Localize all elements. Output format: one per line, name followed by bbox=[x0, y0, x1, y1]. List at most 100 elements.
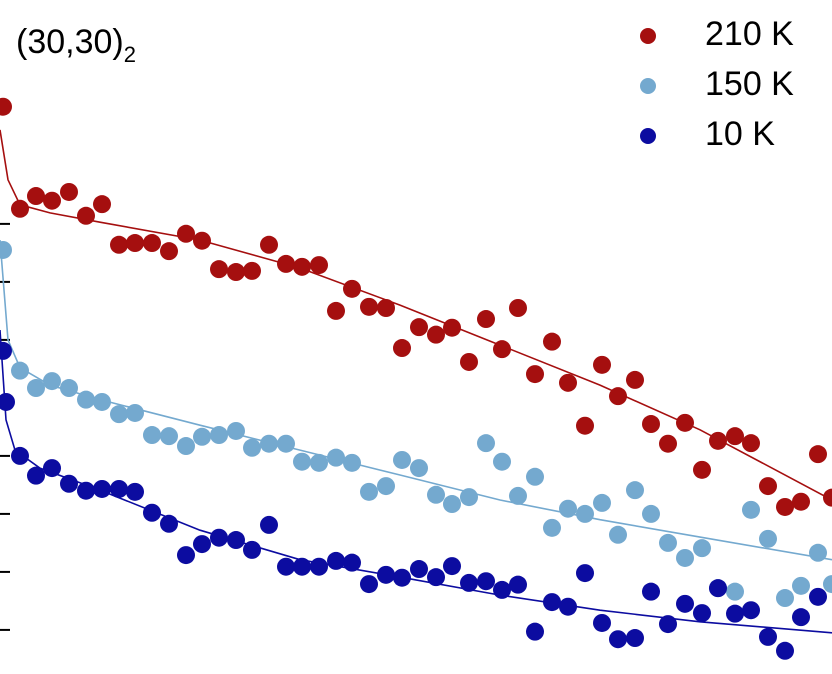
legend-label: 150 K bbox=[705, 65, 794, 103]
legend-marker bbox=[640, 28, 656, 44]
data-point bbox=[143, 426, 161, 445]
data-point bbox=[27, 379, 45, 398]
data-point bbox=[110, 235, 128, 254]
data-point bbox=[77, 206, 95, 225]
data-point bbox=[93, 479, 111, 498]
data-point bbox=[823, 575, 832, 594]
data-point bbox=[509, 575, 527, 594]
data-point bbox=[443, 318, 461, 337]
data-point bbox=[410, 560, 428, 579]
data-point bbox=[360, 482, 378, 501]
legend: 210 K 150 K 10 K bbox=[640, 15, 794, 153]
data-point bbox=[193, 427, 211, 446]
data-point bbox=[460, 352, 478, 371]
data-point bbox=[693, 539, 711, 558]
data-point bbox=[193, 535, 211, 554]
fit-line bbox=[0, 129, 832, 501]
data-point bbox=[609, 525, 627, 544]
data-point bbox=[759, 477, 777, 496]
data-point bbox=[477, 572, 495, 591]
data-point bbox=[343, 453, 361, 472]
data-point bbox=[243, 540, 261, 559]
data-point bbox=[310, 453, 328, 472]
data-point bbox=[609, 630, 627, 649]
data-point bbox=[759, 627, 777, 646]
data-point bbox=[260, 235, 278, 254]
data-point bbox=[27, 466, 45, 485]
data-point bbox=[126, 482, 144, 501]
data-point bbox=[709, 431, 727, 450]
data-point bbox=[393, 450, 411, 469]
data-point bbox=[210, 260, 228, 279]
data-point bbox=[43, 459, 61, 478]
data-point bbox=[343, 279, 361, 298]
title-main: (30,30) bbox=[16, 23, 124, 61]
data-point bbox=[559, 373, 577, 392]
data-point bbox=[377, 565, 395, 584]
data-point bbox=[310, 557, 328, 576]
legend-marker bbox=[640, 128, 656, 144]
data-point bbox=[792, 608, 810, 627]
data-point bbox=[742, 500, 760, 519]
data-point bbox=[11, 361, 29, 380]
data-point bbox=[43, 372, 61, 391]
data-point bbox=[177, 437, 195, 456]
data-point bbox=[243, 261, 261, 280]
data-point bbox=[227, 263, 245, 282]
data-point bbox=[742, 601, 760, 620]
data-point bbox=[742, 434, 760, 453]
data-point bbox=[427, 485, 445, 504]
data-point bbox=[360, 575, 378, 594]
legend-label: 210 K bbox=[705, 15, 794, 53]
data-point bbox=[776, 497, 794, 516]
data-point bbox=[60, 182, 78, 201]
data-point bbox=[110, 479, 128, 498]
data-point bbox=[0, 97, 12, 116]
data-point bbox=[576, 504, 594, 523]
data-point bbox=[60, 474, 78, 493]
plot-area bbox=[0, 97, 832, 660]
data-point bbox=[410, 318, 428, 337]
data-point bbox=[143, 503, 161, 522]
data-point bbox=[210, 426, 228, 445]
data-point bbox=[477, 310, 495, 329]
data-point bbox=[126, 403, 144, 422]
data-point bbox=[759, 529, 777, 548]
data-point bbox=[809, 587, 827, 606]
data-point bbox=[659, 615, 677, 634]
data-point bbox=[410, 459, 428, 478]
data-point bbox=[543, 332, 561, 351]
data-point bbox=[559, 499, 577, 518]
legend-label: 10 K bbox=[705, 115, 775, 153]
title-subscript: 2 bbox=[124, 42, 136, 67]
data-point bbox=[676, 413, 694, 432]
data-point bbox=[343, 553, 361, 572]
fit-line bbox=[0, 240, 832, 561]
data-point bbox=[626, 629, 644, 648]
data-point bbox=[543, 518, 561, 537]
data-point bbox=[576, 416, 594, 435]
data-point bbox=[193, 231, 211, 250]
data-point bbox=[792, 492, 810, 511]
data-point bbox=[642, 415, 660, 434]
data-point bbox=[377, 298, 395, 317]
data-point bbox=[526, 622, 544, 641]
data-point bbox=[11, 446, 29, 465]
data-point bbox=[593, 493, 611, 512]
data-point bbox=[327, 301, 345, 320]
data-point bbox=[593, 355, 611, 374]
data-point bbox=[509, 486, 527, 505]
data-point bbox=[177, 546, 195, 565]
data-point bbox=[809, 445, 827, 464]
data-point bbox=[43, 191, 61, 210]
data-point bbox=[427, 568, 445, 587]
data-point bbox=[160, 514, 178, 533]
data-point bbox=[509, 298, 527, 317]
data-point bbox=[160, 242, 178, 261]
data-point bbox=[11, 199, 29, 218]
data-point bbox=[493, 452, 511, 471]
data-point bbox=[110, 405, 128, 424]
data-point bbox=[726, 604, 744, 623]
data-point bbox=[693, 460, 711, 479]
data-point bbox=[460, 573, 478, 592]
